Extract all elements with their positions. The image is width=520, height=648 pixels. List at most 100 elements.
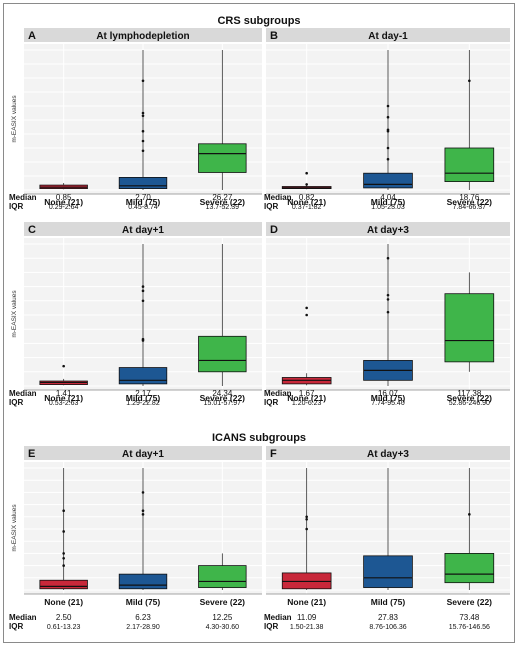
outlier-point [62, 552, 65, 555]
median-value: 27.83 [378, 613, 399, 622]
median-value: 18.76 [459, 193, 480, 202]
box-iqr [118, 367, 168, 385]
panel-title: At day+3 [367, 449, 409, 460]
outlier-point [141, 79, 145, 83]
outlier-point [305, 515, 308, 519]
box-iqr [444, 147, 495, 182]
median-value: 117.38 [457, 389, 481, 398]
panel-title: At day+1 [122, 449, 164, 460]
outlier-point [386, 310, 390, 314]
outlier-point [141, 513, 145, 516]
outlier-point [386, 157, 390, 161]
box-iqr [363, 555, 413, 588]
outlier-point [62, 556, 65, 560]
outlier-point [141, 299, 145, 303]
outlier-point [468, 513, 471, 516]
iqr-row-label: IQR [9, 398, 23, 407]
outlier-point [141, 339, 145, 342]
category-label: None (21) [287, 597, 326, 607]
iqr-value: 15.01-57.97 [204, 400, 241, 407]
median-row-label: Median [264, 389, 292, 398]
outlier-point [386, 293, 390, 297]
category-label: Mild (75) [126, 197, 161, 207]
category-label: Severe (22) [200, 197, 246, 207]
panel-letter: E [28, 448, 35, 460]
panel-d: D At day+3 None (21)1.67 1.20-6.23 Mild (75)… [264, 222, 510, 407]
outlier-point [305, 306, 308, 310]
category-label: Severe (22) [200, 393, 246, 403]
iqr-value: 0.37-1.82 [292, 204, 322, 211]
iqr-value: 0.45-8.74 [128, 204, 158, 211]
category-label: Mild (75) [371, 197, 406, 207]
category-label: None (21) [44, 597, 83, 607]
panel-title-strip [266, 222, 510, 236]
iqr-value: 7.74-95.40 [371, 400, 405, 407]
box-iqr [39, 579, 88, 590]
box-iqr [444, 293, 495, 363]
outlier-point [468, 79, 471, 83]
median-value: 11.09 [297, 613, 317, 622]
outlier-point [305, 517, 308, 521]
category-label: Mild (75) [126, 393, 161, 403]
median-row-label: Median [264, 613, 292, 622]
outlier-point [141, 114, 145, 118]
panel-title-strip [24, 446, 262, 460]
median-row-label: Median [9, 613, 37, 622]
outlier-point [305, 527, 308, 531]
panel-title-strip [266, 446, 510, 460]
outlier-point [305, 183, 308, 186]
iqr-value: 13.7-52.39 [206, 204, 240, 211]
category-label: None (21) [287, 197, 326, 207]
median-value: 0.82 [299, 193, 315, 202]
outlier-point [62, 509, 65, 512]
median-value: 2.17 [135, 389, 151, 398]
median-value: 16.07 [378, 389, 399, 398]
box-iqr [281, 572, 332, 590]
panel-b: B At day-1 None (21)0.82 0.37-1.82 Mild (75)… [264, 28, 510, 211]
box-iqr [363, 172, 413, 189]
outlier-point [386, 129, 390, 133]
box-iqr [198, 143, 247, 173]
outlier-point [62, 530, 65, 533]
iqr-row-label: IQR [9, 202, 23, 211]
outlier-point [386, 256, 390, 260]
median-value: 73.48 [459, 613, 480, 622]
iqr-value: 0.29-2.64 [49, 204, 79, 211]
iqr-value: 0.53-2.63 [49, 400, 79, 407]
median-row-label: Median [264, 193, 292, 202]
outlier-point [386, 298, 390, 301]
iqr-value: 52.86-246.90 [449, 400, 490, 407]
median-value: 1.67 [299, 389, 315, 398]
outlier-point [141, 509, 145, 512]
category-label: None (21) [44, 393, 83, 403]
outlier-point [386, 146, 390, 150]
iqr-value: 1.20-6.23 [292, 400, 322, 407]
panel-letter: F [270, 448, 277, 460]
median-value: 4.04 [380, 193, 396, 202]
median-value: 12.25 [212, 613, 233, 622]
y-axis-label: m-EASIX values [11, 504, 18, 552]
iqr-value: 4.30-30.60 [206, 624, 240, 631]
panel-e: E At day+1 m-EASIX values None (21) 2.50 0.61… [9, 446, 262, 631]
category-label: Severe (22) [200, 597, 246, 607]
outlier-point [141, 289, 145, 293]
panel-letter: B [270, 30, 278, 42]
outlier-point [386, 104, 390, 108]
panel-title: At day+1 [122, 225, 164, 236]
panel-f: F At day+3 None (21) 11.09 1.50-21.38 Mild (7… [264, 446, 510, 631]
panel-title: At lymphodepletion [96, 31, 189, 42]
box-iqr [118, 573, 168, 590]
iqr-row-label: IQR [264, 398, 278, 407]
outlier-point [141, 129, 145, 133]
panel-title-strip [24, 222, 262, 236]
iqr-row-label: IQR [9, 622, 23, 631]
panel-letter: C [28, 224, 36, 236]
iqr-row-label: IQR [264, 202, 278, 211]
panel-a: A At lymphodepletion m-EASIX values None (2… [9, 28, 262, 211]
box-plot-figure: A At lymphodepletion m-EASIX values None (2… [9, 28, 510, 631]
y-axis-label: m-EASIX values [11, 95, 18, 143]
box-iqr [118, 176, 168, 189]
y-axis-label: m-EASIX values [11, 290, 18, 338]
category-label: Severe (22) [447, 197, 493, 207]
iqr-value: 7.84-66.37 [453, 204, 487, 211]
